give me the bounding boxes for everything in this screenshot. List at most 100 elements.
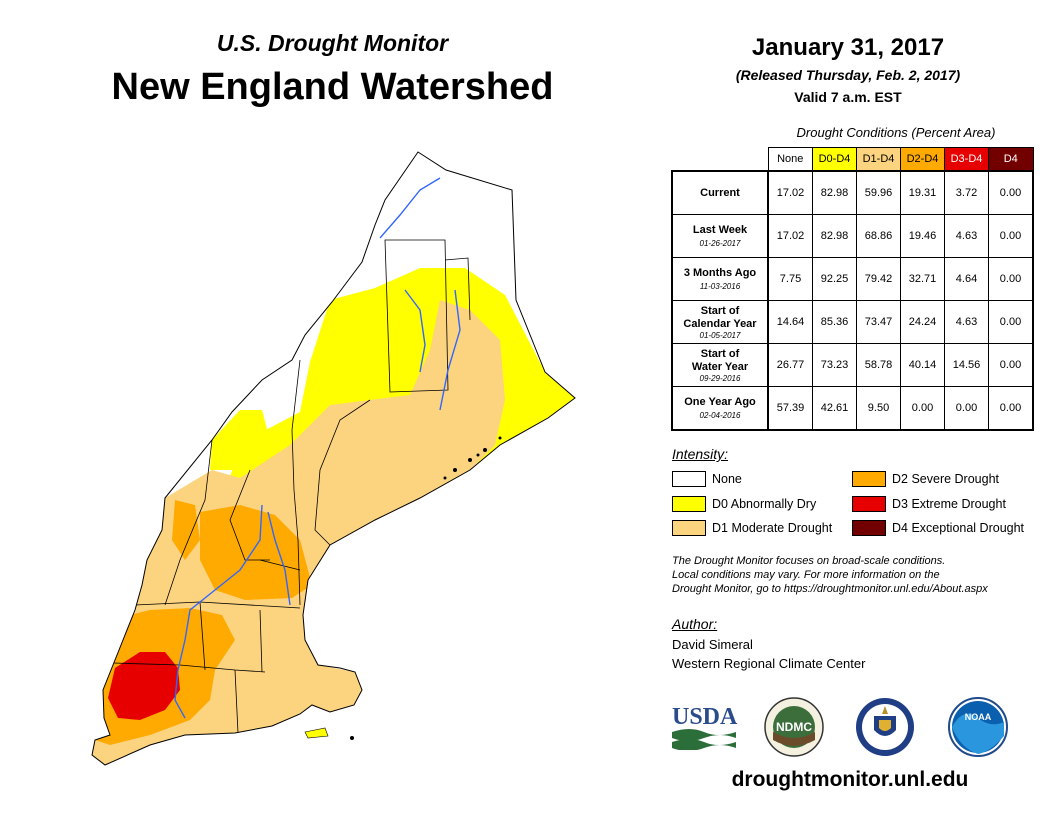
- legend-label: D3 Extreme Drought: [892, 497, 1006, 511]
- website-url[interactable]: droughtmonitor.unl.edu: [731, 768, 969, 791]
- col-header-none: None: [767, 147, 813, 172]
- note-line: Local conditions may vary. For more info…: [672, 569, 940, 581]
- penobscot-river: [439, 289, 461, 411]
- connecticut-river: [174, 504, 263, 719]
- ndmc-logo: NDMC: [764, 697, 824, 757]
- table-cell: 7.75: [767, 257, 813, 301]
- table-cell: 0.00: [944, 386, 989, 431]
- svg-text:NOAA: NOAA: [965, 712, 992, 722]
- table-cell: 17.02: [767, 214, 813, 258]
- vt-ny-border: [164, 439, 213, 606]
- table-cell: 4.63: [944, 300, 989, 344]
- table-cell: 73.47: [856, 300, 901, 344]
- author-org: Western Regional Climate Center: [672, 656, 866, 671]
- commerce-seal: [856, 698, 914, 756]
- ma-county-2: [259, 609, 263, 673]
- table-cell: 4.64: [944, 257, 989, 301]
- table-cell: 0.00: [900, 386, 945, 431]
- table-cell: 85.36: [812, 300, 857, 344]
- col-header-d2-d4: D2-D4: [900, 147, 945, 172]
- legend-swatch: [852, 520, 886, 536]
- legend-swatch: [672, 520, 706, 536]
- release-date: (Released Thursday, Feb. 2, 2017): [735, 67, 961, 83]
- table-cell: 24.24: [900, 300, 945, 344]
- table-cell: 0.00: [988, 300, 1034, 344]
- legend-item-d2: D2 Severe Drought: [852, 471, 999, 487]
- table-cell: 92.25: [812, 257, 857, 301]
- legend-label: D2 Severe Drought: [892, 472, 1000, 486]
- d2-area-west: [172, 500, 200, 560]
- legend-swatch: [672, 496, 706, 512]
- table-row: Current 17.02 82.98 59.96 19.31 3.72 0.0…: [671, 170, 1034, 215]
- table-cell: 58.78: [856, 343, 901, 387]
- table-cell: 82.98: [812, 170, 857, 215]
- row-date: 09-29-2016: [699, 373, 741, 383]
- legend-label: D1 Moderate Drought: [712, 521, 833, 535]
- legend-item-d1: D1 Moderate Drought: [672, 520, 832, 536]
- legend-swatch: [672, 471, 706, 487]
- table-cell: 4.63: [944, 214, 989, 258]
- table-cell: 68.86: [856, 214, 901, 258]
- me-nh-border: [314, 399, 371, 546]
- table-cell: 14.64: [767, 300, 813, 344]
- table-cell: 59.96: [856, 170, 901, 215]
- legend-label: None: [712, 472, 742, 486]
- table-cell: 3.72: [944, 170, 989, 215]
- table-cell: 42.61: [812, 386, 857, 431]
- map-date: January 31, 2017: [751, 34, 945, 61]
- nh-vt-border: [291, 359, 301, 606]
- kennebec-river: [404, 289, 426, 373]
- d3-area: [108, 652, 180, 720]
- legend-swatch: [852, 496, 886, 512]
- ct-ri-border: [112, 662, 266, 673]
- me-county-2: [444, 257, 471, 321]
- legend-item-d3: D3 Extreme Drought: [852, 496, 1006, 512]
- d2-area-central: [200, 505, 312, 600]
- row-date: 01-26-2017: [699, 239, 741, 248]
- row-date: 11-03-2016: [699, 282, 741, 291]
- legend-label: D4 Exceptional Drought: [892, 521, 1025, 535]
- legend-item-none: None: [672, 471, 742, 487]
- table-cell: 19.31: [900, 170, 945, 215]
- table-cell: 14.56: [944, 343, 989, 387]
- row-date: 01-05-2017: [699, 330, 741, 340]
- table-corner: [672, 148, 768, 172]
- table-cell: 0.00: [988, 257, 1034, 301]
- table-cell: 40.14: [900, 343, 945, 387]
- legend-item-d0: D0 Abnormally Dry: [672, 496, 816, 512]
- table-row: Start of Calendar Year 01-05-2017 14.64 85…: [671, 300, 1034, 344]
- marthas-vineyard: [304, 727, 329, 739]
- col-header-d3-d4: D3-D4: [944, 147, 989, 172]
- note-line: Drought Monitor, go to https://droughtmo…: [672, 583, 988, 595]
- row-label: Start of Water Year 09-29-2016: [671, 343, 769, 387]
- table-caption: Drought Conditions (Percent Area): [796, 125, 996, 140]
- table-cell: 9.50: [856, 386, 901, 431]
- row-label: Current: [671, 170, 769, 215]
- disclaimer-note: The Drought Monitor focuses on broad-sca…: [672, 554, 1042, 596]
- author-name: David Simeral: [672, 637, 753, 652]
- table-cell: 26.77: [767, 343, 813, 387]
- noaa-logo: NOAA: [948, 697, 1008, 757]
- col-header-d4: D4: [988, 147, 1034, 172]
- map-title: New England Watershed: [111, 66, 554, 108]
- map-subtitle: U.S. Drought Monitor: [216, 30, 449, 56]
- row-label: One Year Ago 02-04-2016: [671, 386, 769, 431]
- table-header-row: None D0-D4 D1-D4 D2-D4 D3-D4 D4: [672, 147, 1034, 172]
- col-header-d1-d4: D1-D4: [856, 147, 901, 172]
- table-row: Last Week 01-26-2017 17.02 82.98 68.86 19…: [671, 214, 1034, 258]
- note-line: The Drought Monitor focuses on broad-sca…: [672, 555, 946, 567]
- st-john-river: [379, 177, 441, 239]
- row-label: Last Week 01-26-2017: [671, 214, 769, 258]
- table-cell: 32.71: [900, 257, 945, 301]
- table-row: 3 Months Ago 11-03-2016 7.75 92.25 79.42 …: [671, 257, 1034, 301]
- table-cell: 73.23: [812, 343, 857, 387]
- usda-logo: USDA: [672, 704, 738, 750]
- drought-stats-table: None D0-D4 D1-D4 D2-D4 D3-D4 D4 Current …: [671, 147, 1034, 431]
- d0-area-west: [210, 410, 270, 470]
- me-county-1: [384, 239, 449, 393]
- ri-border: [234, 669, 239, 734]
- drought-map: [91, 151, 576, 766]
- table-cell: 57.39: [767, 386, 813, 431]
- author-label: Author:: [672, 616, 718, 632]
- legend-label: D0 Abnormally Dry: [712, 497, 817, 511]
